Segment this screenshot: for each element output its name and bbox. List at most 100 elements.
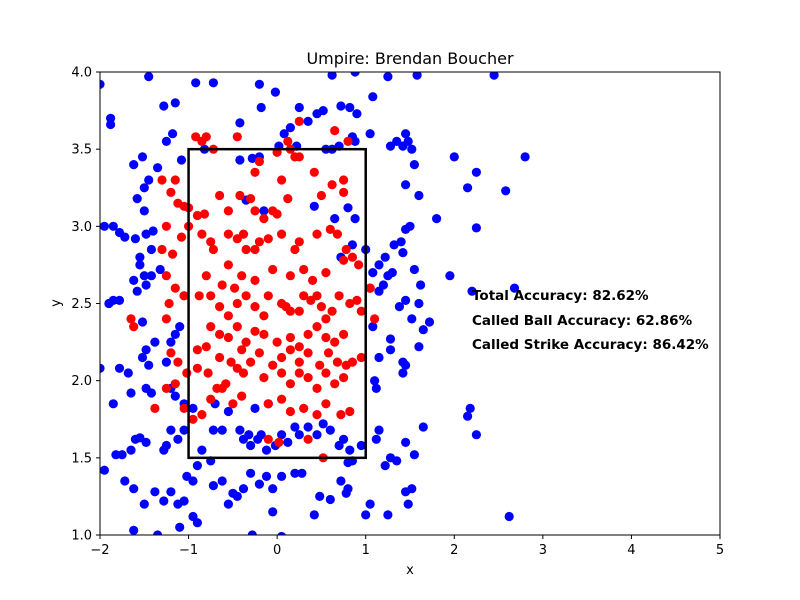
blue-point: [153, 163, 163, 173]
blue-point: [247, 153, 257, 163]
blue-point: [365, 499, 375, 509]
red-point: [303, 329, 313, 339]
blue-point: [100, 465, 109, 475]
blue-point: [449, 152, 459, 162]
blue-point: [114, 363, 125, 373]
blue-point: [405, 221, 415, 231]
red-point: [316, 302, 326, 312]
blue-point: [277, 471, 287, 481]
blue-point: [414, 342, 424, 352]
blue-point: [120, 232, 130, 242]
blue-point: [139, 271, 149, 281]
blue-point: [166, 487, 176, 497]
red-point: [285, 306, 295, 316]
red-point: [215, 302, 225, 312]
blue-point: [166, 425, 176, 435]
red-point: [312, 291, 322, 301]
red-point: [303, 348, 313, 358]
red-point: [161, 314, 171, 324]
blue-point: [256, 102, 266, 113]
x-tick-label: 3: [539, 543, 547, 558]
blue-point: [135, 260, 145, 270]
blue-point: [277, 531, 286, 535]
red-point: [182, 368, 192, 378]
blue-point: [217, 425, 227, 435]
red-point: [199, 209, 210, 219]
blue-point: [330, 214, 340, 224]
blue-point: [352, 109, 362, 119]
blue-point: [345, 102, 355, 113]
red-point: [347, 357, 357, 367]
red-point: [327, 306, 337, 316]
blue-point: [144, 360, 154, 370]
blue-point: [208, 425, 218, 435]
red-point: [197, 229, 207, 239]
red-point: [215, 190, 225, 201]
blue-point: [385, 334, 396, 344]
red-point: [197, 136, 207, 146]
blue-point: [471, 430, 481, 440]
red-point: [164, 298, 174, 309]
blue-point: [268, 484, 278, 494]
red-point: [126, 314, 136, 324]
blue-point: [392, 456, 402, 466]
blue-point: [343, 457, 353, 468]
red-point: [339, 175, 349, 185]
red-point: [237, 345, 247, 355]
blue-point: [520, 152, 530, 162]
blue-point: [463, 183, 473, 193]
blue-point: [350, 214, 360, 224]
blue-point: [325, 494, 335, 505]
blue-point: [325, 425, 335, 435]
red-point: [343, 136, 353, 146]
blue-point: [489, 72, 499, 80]
blue-point: [247, 530, 257, 535]
blue-point: [159, 445, 169, 455]
red-point: [345, 406, 355, 417]
blue-point: [309, 510, 319, 520]
blue-point: [471, 223, 481, 233]
red-point: [294, 116, 304, 126]
blue-point: [223, 406, 233, 417]
red-point: [308, 275, 318, 285]
blue-point: [179, 425, 189, 435]
blue-point: [159, 496, 169, 506]
red-point: [312, 322, 322, 332]
blue-point: [106, 119, 116, 130]
x-tick-label: 4: [627, 543, 635, 558]
blue-point: [394, 302, 404, 312]
red-point: [341, 244, 351, 255]
red-point: [223, 332, 233, 343]
blue-point: [380, 252, 390, 262]
blue-point: [256, 430, 266, 440]
blue-point: [254, 79, 264, 89]
red-point: [354, 260, 364, 270]
red-point: [161, 383, 171, 393]
blue-point: [148, 226, 158, 236]
blue-point: [407, 314, 417, 324]
blue-point: [150, 487, 160, 497]
blue-point: [414, 190, 424, 201]
red-point: [285, 379, 295, 389]
red-point: [170, 283, 180, 293]
red-point: [321, 368, 331, 378]
red-point: [345, 298, 355, 309]
y-tick-label: 3.5: [71, 143, 92, 158]
blue-point: [283, 437, 293, 447]
blue-point: [144, 72, 154, 82]
blue-point: [139, 499, 149, 509]
y-tick-label: 1.5: [71, 451, 92, 466]
red-point: [365, 283, 375, 293]
blue-point: [141, 280, 151, 290]
red-point: [290, 152, 300, 162]
blue-point: [350, 72, 360, 77]
blue-point: [374, 286, 384, 296]
blue-point: [146, 271, 156, 281]
blue-point: [418, 325, 428, 335]
blue-point: [336, 101, 346, 111]
blue-point: [398, 248, 408, 258]
red-point: [294, 306, 304, 316]
blue-point: [501, 186, 511, 196]
red-point: [272, 209, 282, 219]
blue-point: [294, 430, 304, 440]
